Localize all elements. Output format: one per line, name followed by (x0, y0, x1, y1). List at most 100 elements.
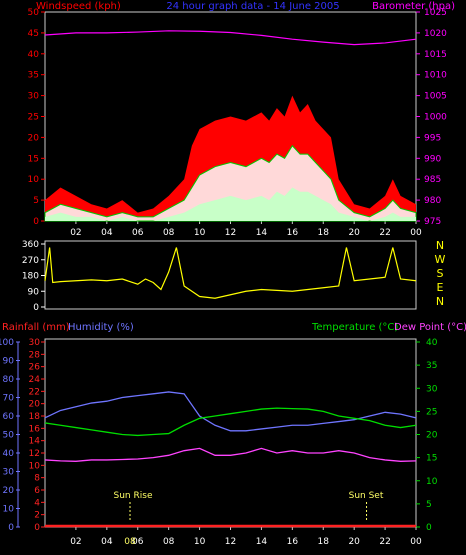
temperature-tick-label: 25 (426, 407, 437, 417)
humidity-tick-label: 40 (3, 449, 15, 459)
rainfall-tick-label: 28 (29, 350, 41, 360)
rainfall-tick-label: 10 (29, 461, 41, 471)
wind-x-tick-label: 20 (348, 228, 360, 238)
humidity-tick-label: 0 (8, 523, 14, 533)
barometer-tick-label: 1015 (424, 50, 447, 60)
wind-x-tick-label: 00 (410, 228, 422, 238)
direction-tick-label: 360 (22, 240, 39, 250)
rainfall-tick-label: 22 (29, 387, 40, 397)
rainfall-tick-label: 4 (34, 498, 40, 508)
wind-tick-label: 10 (28, 175, 40, 185)
temperature-tick-label: 0 (426, 523, 432, 533)
wind-tick-label: 40 (28, 50, 40, 60)
wind-tick-label: 25 (28, 113, 39, 123)
wind-x-tick-label: 12 (225, 228, 236, 238)
barometer-axis-title: Barometer (hpa) (372, 1, 455, 12)
temp-x-tick-label: 20 (348, 537, 360, 547)
barometer-line (44, 30, 417, 46)
rainfall-tick-label: 30 (29, 338, 41, 348)
rainfall-tick-label: 20 (29, 400, 41, 410)
barometer-tick-label: 980 (424, 196, 441, 206)
now-marker-label: 08 (124, 537, 136, 547)
rainfall-tick-label: 14 (29, 437, 41, 447)
wind-x-tick-label: 14 (256, 228, 268, 238)
temperature-tick-label: 15 (426, 454, 437, 464)
humidity-tick-label: 70 (3, 394, 15, 404)
dewpoint-axis-title: Dew Point (°C) (394, 322, 466, 333)
barometer-tick-label: 995 (424, 133, 441, 143)
temperature-tick-label: 35 (426, 361, 437, 371)
rainfall-tick-label: 12 (29, 449, 40, 459)
rainfall-axis-title: Rainfall (mm) (2, 322, 70, 333)
rainfall-tick-label: 0 (34, 523, 40, 533)
direction-tick-label: 90 (28, 287, 40, 297)
temperature-tick-label: 20 (426, 431, 438, 441)
temperature-axis-title: Temperature (°C) (311, 322, 398, 333)
temperature-tick-label: 40 (426, 338, 438, 348)
humidity-tick-label: 20 (3, 486, 15, 496)
rainfall-tick-label: 8 (34, 474, 40, 484)
dewpoint-line (44, 447, 417, 462)
temp-x-tick-label: 22 (379, 537, 390, 547)
direction-line (44, 247, 417, 299)
humidity-axis-title: Humidity (%) (68, 322, 134, 333)
temp-x-tick-label: 16 (287, 537, 299, 547)
rainfall-tick-label: 24 (29, 375, 41, 385)
wind-tick-label: 50 (28, 8, 40, 18)
barometer-tick-label: 1025 (424, 8, 447, 18)
temp-x-tick-label: 12 (225, 537, 236, 547)
wind-tick-label: 0 (33, 217, 39, 227)
temp-x-tick-label: 08 (163, 537, 175, 547)
rainfall-tick-label: 2 (34, 511, 40, 521)
temp-x-tick-label: 14 (256, 537, 268, 547)
sunset-label: Sun Set (349, 491, 384, 501)
temp-x-tick-label: 00 (410, 537, 422, 547)
wind-x-tick-label: 08 (163, 228, 175, 238)
barometer-tick-label: 985 (424, 175, 441, 185)
humidity-tick-label: 30 (3, 468, 15, 478)
barometer-tick-label: 1010 (424, 71, 447, 81)
direction-letter: W (435, 253, 446, 266)
direction-letter: N (436, 295, 444, 308)
wind-tick-label: 45 (28, 29, 39, 39)
temperature-tick-label: 30 (426, 384, 438, 394)
direction-tick-label: 180 (22, 272, 39, 282)
wind-x-tick-label: 02 (70, 228, 81, 238)
sunrise-label: Sun Rise (114, 491, 153, 501)
barometer-tick-label: 975 (424, 217, 441, 227)
wind-x-tick-label: 10 (194, 228, 206, 238)
temp-x-tick-label: 10 (194, 537, 206, 547)
temperature-tick-label: 5 (426, 500, 432, 510)
wind-x-tick-label: 18 (318, 228, 330, 238)
humidity-tick-label: 80 (3, 375, 15, 385)
wind-lull-area (45, 187, 416, 221)
rainfall-tick-label: 6 (34, 486, 40, 496)
barometer-tick-label: 1005 (424, 92, 447, 102)
direction-tick-label: 270 (22, 256, 39, 266)
temp-x-tick-label: 18 (318, 537, 330, 547)
temperature-tick-label: 10 (426, 477, 438, 487)
temperature-line (44, 407, 417, 437)
rainfall-tick-label: 26 (29, 363, 41, 373)
direction-plot-frame (44, 240, 417, 310)
humidity-line (44, 391, 417, 432)
temp-x-tick-label: 02 (70, 537, 81, 547)
temp-x-tick-label: 04 (101, 537, 113, 547)
direction-tick-label: 0 (33, 303, 39, 313)
wind-tick-label: 20 (28, 133, 40, 143)
temp-x-tick-label: 06 (132, 537, 144, 547)
wind-tick-label: 15 (28, 154, 39, 164)
barometer-tick-label: 1020 (424, 29, 447, 39)
wind-tick-label: 30 (28, 92, 40, 102)
windspeed-axis-title: Windspeed (kph) (36, 1, 121, 12)
humidity-tick-label: 100 (0, 338, 14, 348)
humidity-tick-label: 60 (3, 412, 15, 422)
humidity-tick-label: 90 (3, 357, 15, 367)
wind-tick-label: 35 (28, 71, 39, 81)
direction-letter: S (437, 267, 444, 280)
wind-x-tick-label: 04 (101, 228, 113, 238)
wind-x-tick-label: 16 (287, 228, 299, 238)
wind-x-tick-label: 06 (132, 228, 144, 238)
wind-x-tick-label: 22 (379, 228, 390, 238)
